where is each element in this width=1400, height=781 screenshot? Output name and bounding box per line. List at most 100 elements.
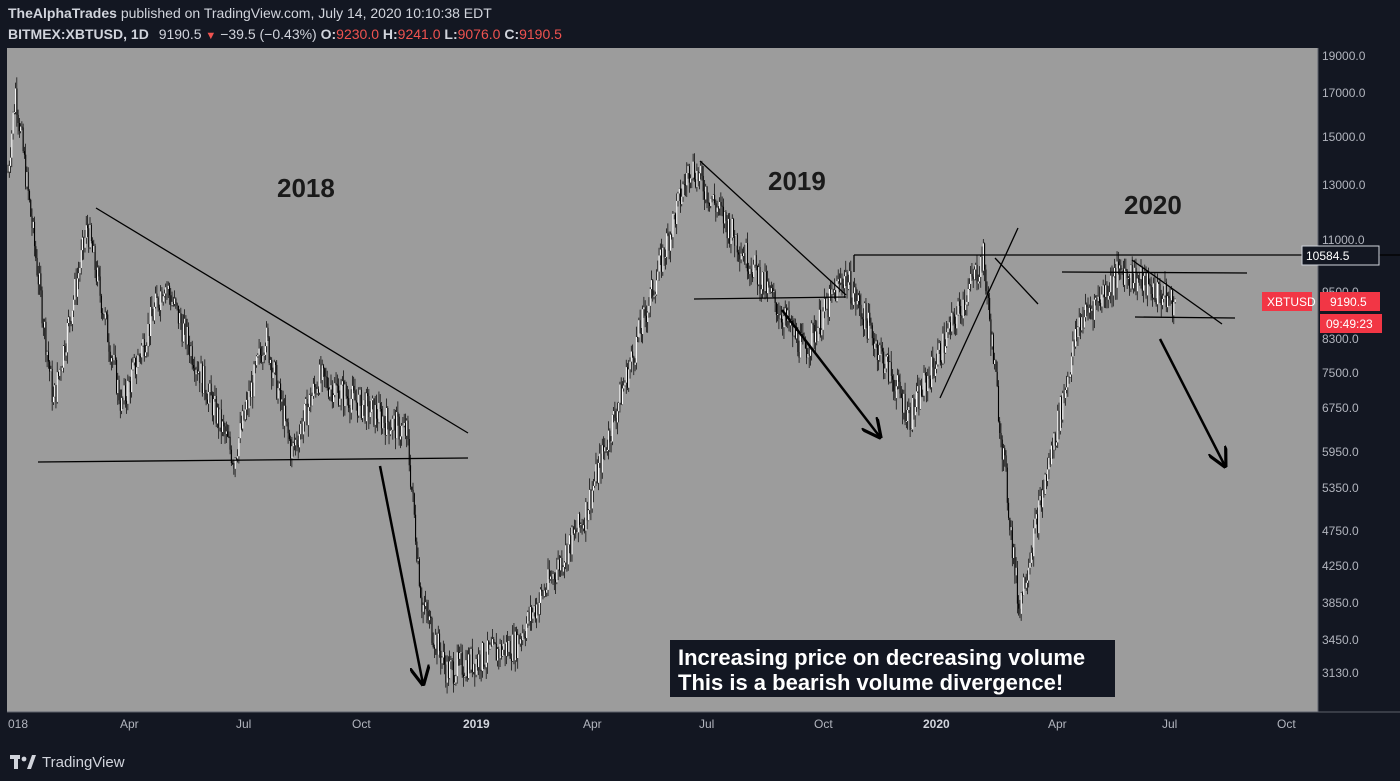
candle-body [388,422,390,435]
candle-body [860,304,862,318]
candle-body [420,586,422,598]
candle-body [286,418,288,423]
candle-body [676,200,678,225]
candle-body [485,662,487,668]
candle-body [1004,448,1006,456]
candle-body [825,298,827,309]
candle-body [806,348,808,358]
candle-body [971,273,973,277]
candle-body [725,211,727,221]
countdown-label: 09:49:23 [1326,317,1373,331]
candle-body [905,421,907,422]
candle-body [282,399,284,426]
arrow-2019[interactable] [781,309,880,437]
candle-body [816,331,818,342]
range-bottom-line[interactable] [1134,316,1236,319]
candle-body [1076,329,1078,338]
candle-body [936,364,938,369]
candle-body [1124,268,1126,285]
candle-body [1115,267,1117,288]
annotation-box[interactable]: Increasing price on decreasing volume Th… [670,640,1115,697]
candle-body [141,345,143,358]
candle-body [688,166,690,183]
price-axis[interactable]: 19000.0 17000.0 15000.0 13000.0 11000.0 … [1322,49,1366,680]
candle-body [1143,275,1145,291]
trendline-2019-resistance[interactable] [699,160,847,296]
candlestick-series[interactable] [7,77,1176,694]
interval[interactable]: 1D [130,26,149,42]
chart-frame[interactable]: 19000.0 17000.0 15000.0 13000.0 11000.0 … [0,48,1400,734]
candle-body [671,234,673,238]
candle-body [118,379,120,401]
candle-body [739,254,741,260]
candle-body [499,644,501,659]
candle-body [389,430,391,435]
symbol-name[interactable]: BITMEX:XBTUSD [8,26,124,42]
candle-body [555,579,557,583]
candle-body [10,157,12,166]
candle-body [1083,317,1085,328]
trendline-2019-support[interactable] [693,296,847,300]
candle-body [1077,327,1079,338]
candle-body [1155,300,1157,305]
tradingview-logo[interactable]: TradingView [10,751,125,773]
candle-body [700,165,702,174]
candle-body [152,316,154,321]
trendline-2018-support[interactable] [37,457,469,463]
arrow-2018[interactable] [378,465,423,684]
candle-body [264,346,266,355]
trendline-2020-resistance[interactable] [1131,259,1223,325]
symbol-tag-label: XBTUSD [1267,295,1316,309]
candle-body [59,369,61,376]
candle-body [1086,304,1088,308]
candle-body [522,633,524,641]
candle-body [924,372,926,376]
candle-body [812,323,814,326]
candle-body [845,272,847,277]
candle-body [778,314,780,319]
candle-body [507,642,509,652]
candle-body [1043,490,1045,494]
candle-body [277,388,279,399]
candle-body [726,220,728,239]
candle-body [580,524,582,526]
range-top-line[interactable] [1061,271,1248,274]
candle-body [107,314,109,342]
candle-body [502,649,504,656]
trendline-2018-resistance[interactable] [95,207,469,434]
candle-body [1098,296,1100,303]
candle-body [119,400,121,411]
candle-body [457,652,460,659]
candle-body [63,345,65,368]
candle-body [172,301,174,304]
candle-body [191,346,193,366]
candle-body [26,172,28,187]
candle-body [1079,317,1082,331]
tradingview-brand: TradingView [42,753,125,771]
trendline-2020-rise[interactable] [939,227,1019,399]
author-name[interactable]: TheAlphaTrades [8,5,117,21]
candle-body [189,345,191,357]
candle-body [565,545,567,563]
candle-body [833,290,836,293]
candle-body [198,371,200,374]
drawing-arrows[interactable] [378,309,1225,684]
candle-body [1029,562,1031,568]
candle-body [464,676,466,678]
candle-body [772,288,774,293]
candle-body [904,393,906,422]
time-axis[interactable]: 018 Apr Jul Oct 2019 Apr Jul Oct 2020 Ap… [8,717,1296,731]
arrow-2020[interactable] [1158,338,1225,466]
candle-body [992,334,994,364]
candle-body [320,364,322,381]
candle-body [970,273,972,284]
price-chart[interactable]: 19000.0 17000.0 15000.0 13000.0 11000.0 … [0,48,1400,734]
candle-body [616,411,619,423]
candle-body [603,445,605,452]
candle-body [550,576,552,580]
candle-body [944,346,947,353]
trendline-2020-drop[interactable] [994,257,1039,305]
candle-body [480,670,482,672]
plot-area[interactable] [7,48,1318,712]
candle-body [1140,267,1142,280]
